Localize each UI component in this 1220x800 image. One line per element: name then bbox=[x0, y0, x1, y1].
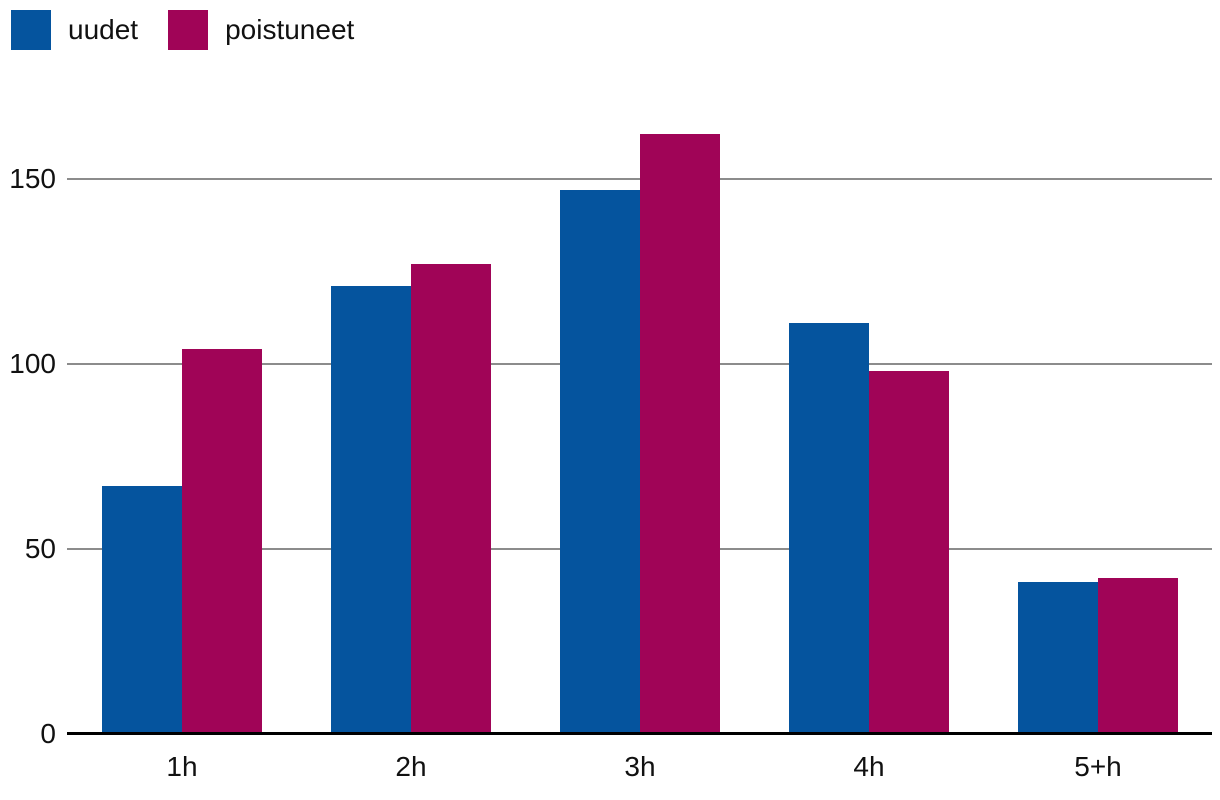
bar-uudet-2h bbox=[331, 286, 411, 734]
bar-uudet-3h bbox=[560, 190, 640, 734]
y-axis-tick-label: 100 bbox=[9, 348, 56, 379]
x-axis-tick-label: 5+h bbox=[1074, 751, 1122, 782]
legend-item-uudet: uudet bbox=[11, 10, 138, 50]
bar-uudet-5+h bbox=[1018, 582, 1098, 734]
legend: uudet poistuneet bbox=[11, 10, 354, 50]
y-axis-tick-label: 150 bbox=[9, 163, 56, 194]
legend-label-uudet: uudet bbox=[68, 14, 139, 45]
bar-uudet-4h bbox=[789, 323, 869, 734]
gridline-150 bbox=[67, 178, 1212, 180]
bar-poistuneet-3h bbox=[640, 134, 720, 734]
bar-poistuneet-1h bbox=[182, 349, 262, 734]
y-axis-tick-label: 50 bbox=[24, 533, 56, 564]
legend-label-poistuneet: poistuneet bbox=[225, 14, 355, 45]
x-axis-tick-label: 3h bbox=[624, 751, 656, 782]
y-axis-tick-label: 0 bbox=[40, 718, 56, 749]
bar-poistuneet-2h bbox=[411, 264, 491, 734]
x-axis-tick-label: 1h bbox=[166, 751, 198, 782]
bar-poistuneet-5+h bbox=[1098, 578, 1178, 734]
bar-uudet-1h bbox=[102, 486, 182, 734]
x-axis-line bbox=[67, 732, 1212, 735]
bar-poistuneet-4h bbox=[869, 371, 949, 734]
x-axis-tick-label: 4h bbox=[853, 751, 885, 782]
legend-swatch-uudet-icon bbox=[11, 10, 51, 50]
legend-swatch-poistuneet-icon bbox=[168, 10, 209, 50]
x-axis-tick-label: 2h bbox=[395, 751, 427, 782]
legend-item-poistuneet: poistuneet bbox=[168, 10, 354, 50]
